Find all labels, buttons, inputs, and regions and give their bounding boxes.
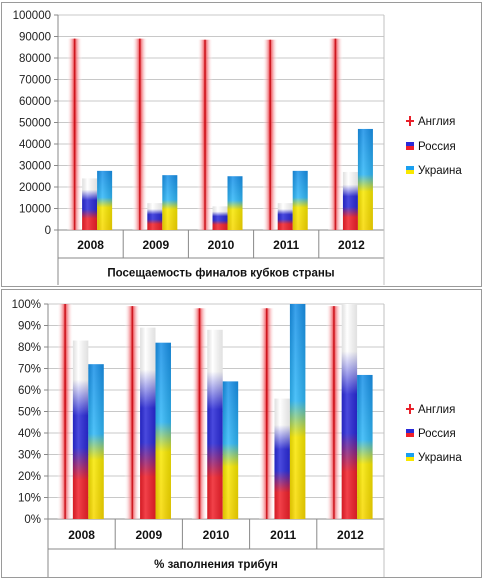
y-tick-label: 90000 (19, 32, 51, 44)
bar-russia-shade-2011 (277, 203, 293, 230)
y-tick-label: 50000 (19, 118, 51, 130)
y-tick-label: 80% (18, 342, 41, 354)
bar-ukraine-shade-2012 (357, 128, 373, 230)
category-label: 2012 (337, 528, 364, 542)
y-tick-label: 10000 (19, 204, 51, 216)
category-label: 2011 (270, 528, 296, 542)
bar-russia-shade-2011 (274, 398, 290, 519)
y-tick-label: 100% (12, 299, 41, 311)
category-label: 2009 (142, 238, 169, 252)
legend-marker-ukraine-top (406, 453, 414, 457)
bar-russia-shade-2009 (147, 203, 163, 230)
y-tick-label: 70% (18, 364, 41, 376)
bar-ukraine-shade-2011 (289, 304, 306, 519)
legend-label-england: Англия (418, 404, 455, 416)
y-tick-label: 10% (18, 493, 41, 505)
x-axis-title: Посещаемость финалов кубков страны (107, 268, 334, 280)
y-tick-label: 20000 (19, 182, 51, 194)
legend-marker-ukraine-bottom (406, 457, 414, 461)
chart-panel-1: 0 10000 20000 30000 40000 50000 60000 70000 8000… (1, 2, 482, 287)
legend: Англия Россия Украина (406, 404, 462, 464)
bar-ukraine-shade-2010 (227, 176, 243, 230)
bar-ukraine-shade-2009 (155, 342, 171, 519)
category-label: 2009 (135, 528, 162, 542)
legend-marker-ukraine-top (406, 166, 414, 170)
legend-label-england: Англия (418, 116, 455, 128)
y-tick-label: 80000 (19, 53, 51, 65)
category-label: 2010 (203, 528, 230, 542)
legend-marker-russia-bottom (406, 433, 414, 437)
bar-russia-shade-2008 (72, 340, 89, 519)
y-tick-label: 40000 (19, 139, 51, 151)
category-label: 2011 (273, 238, 299, 252)
bar-ukraine-shade-2010 (222, 381, 239, 519)
chart-panel-2: 0% 10% 20% 30% 40% 50% 60% 70% 80% 90% 100% 2008 200… (1, 289, 482, 578)
bar-ukraine-shade-2012 (357, 374, 373, 519)
y-tick-label: 60000 (19, 96, 51, 108)
legend: Англия Россия Украина (406, 116, 462, 177)
legend-marker-russia-bottom (406, 146, 414, 150)
bar-ukraine-shade-2011 (292, 170, 308, 230)
y-tick-label: 0% (24, 514, 41, 526)
y-tick-label: 50% (18, 407, 41, 419)
category-label: 2012 (338, 238, 365, 252)
category-label: 2010 (208, 238, 235, 252)
legend-label-russia: Россия (418, 428, 456, 440)
y-tick-label: 20% (18, 471, 41, 483)
y-tick-label: 90% (18, 321, 41, 333)
category-label: 2008 (77, 238, 104, 252)
legend-label-russia: Россия (418, 141, 456, 153)
bar-russia-shade-2008 (82, 178, 98, 230)
category-label: 2008 (68, 528, 95, 542)
bar-russia-shade-2010 (212, 206, 228, 230)
bar-russia-shade-2010 (207, 329, 223, 519)
y-tick-label: 70000 (19, 75, 51, 87)
bar-russia-shade-2009 (140, 327, 156, 519)
y-tick-label: 0 (45, 225, 51, 237)
legend-marker-ukraine-bottom (406, 170, 414, 174)
bar-ukraine-shade-2008 (97, 170, 113, 230)
y-tick-label: 40% (18, 428, 41, 440)
x-axis-title: % заполнения трибун (154, 559, 278, 571)
y-tick-label: 100000 (13, 10, 51, 22)
y-tick-label: 60% (18, 385, 41, 397)
legend-marker-russia-top (406, 142, 414, 146)
y-tick-label: 30000 (19, 161, 51, 173)
legend-marker-russia-top (406, 429, 414, 433)
bar-ukraine-shade-2008 (88, 364, 104, 519)
bar-ukraine-shade-2009 (162, 175, 178, 230)
bar-russia-shade-2012 (341, 304, 358, 519)
bar-russia-shade-2012 (342, 171, 358, 230)
legend-label-ukraine: Украина (418, 165, 462, 177)
y-tick-label: 30% (18, 450, 41, 462)
legend-label-ukraine: Украина (418, 452, 462, 464)
